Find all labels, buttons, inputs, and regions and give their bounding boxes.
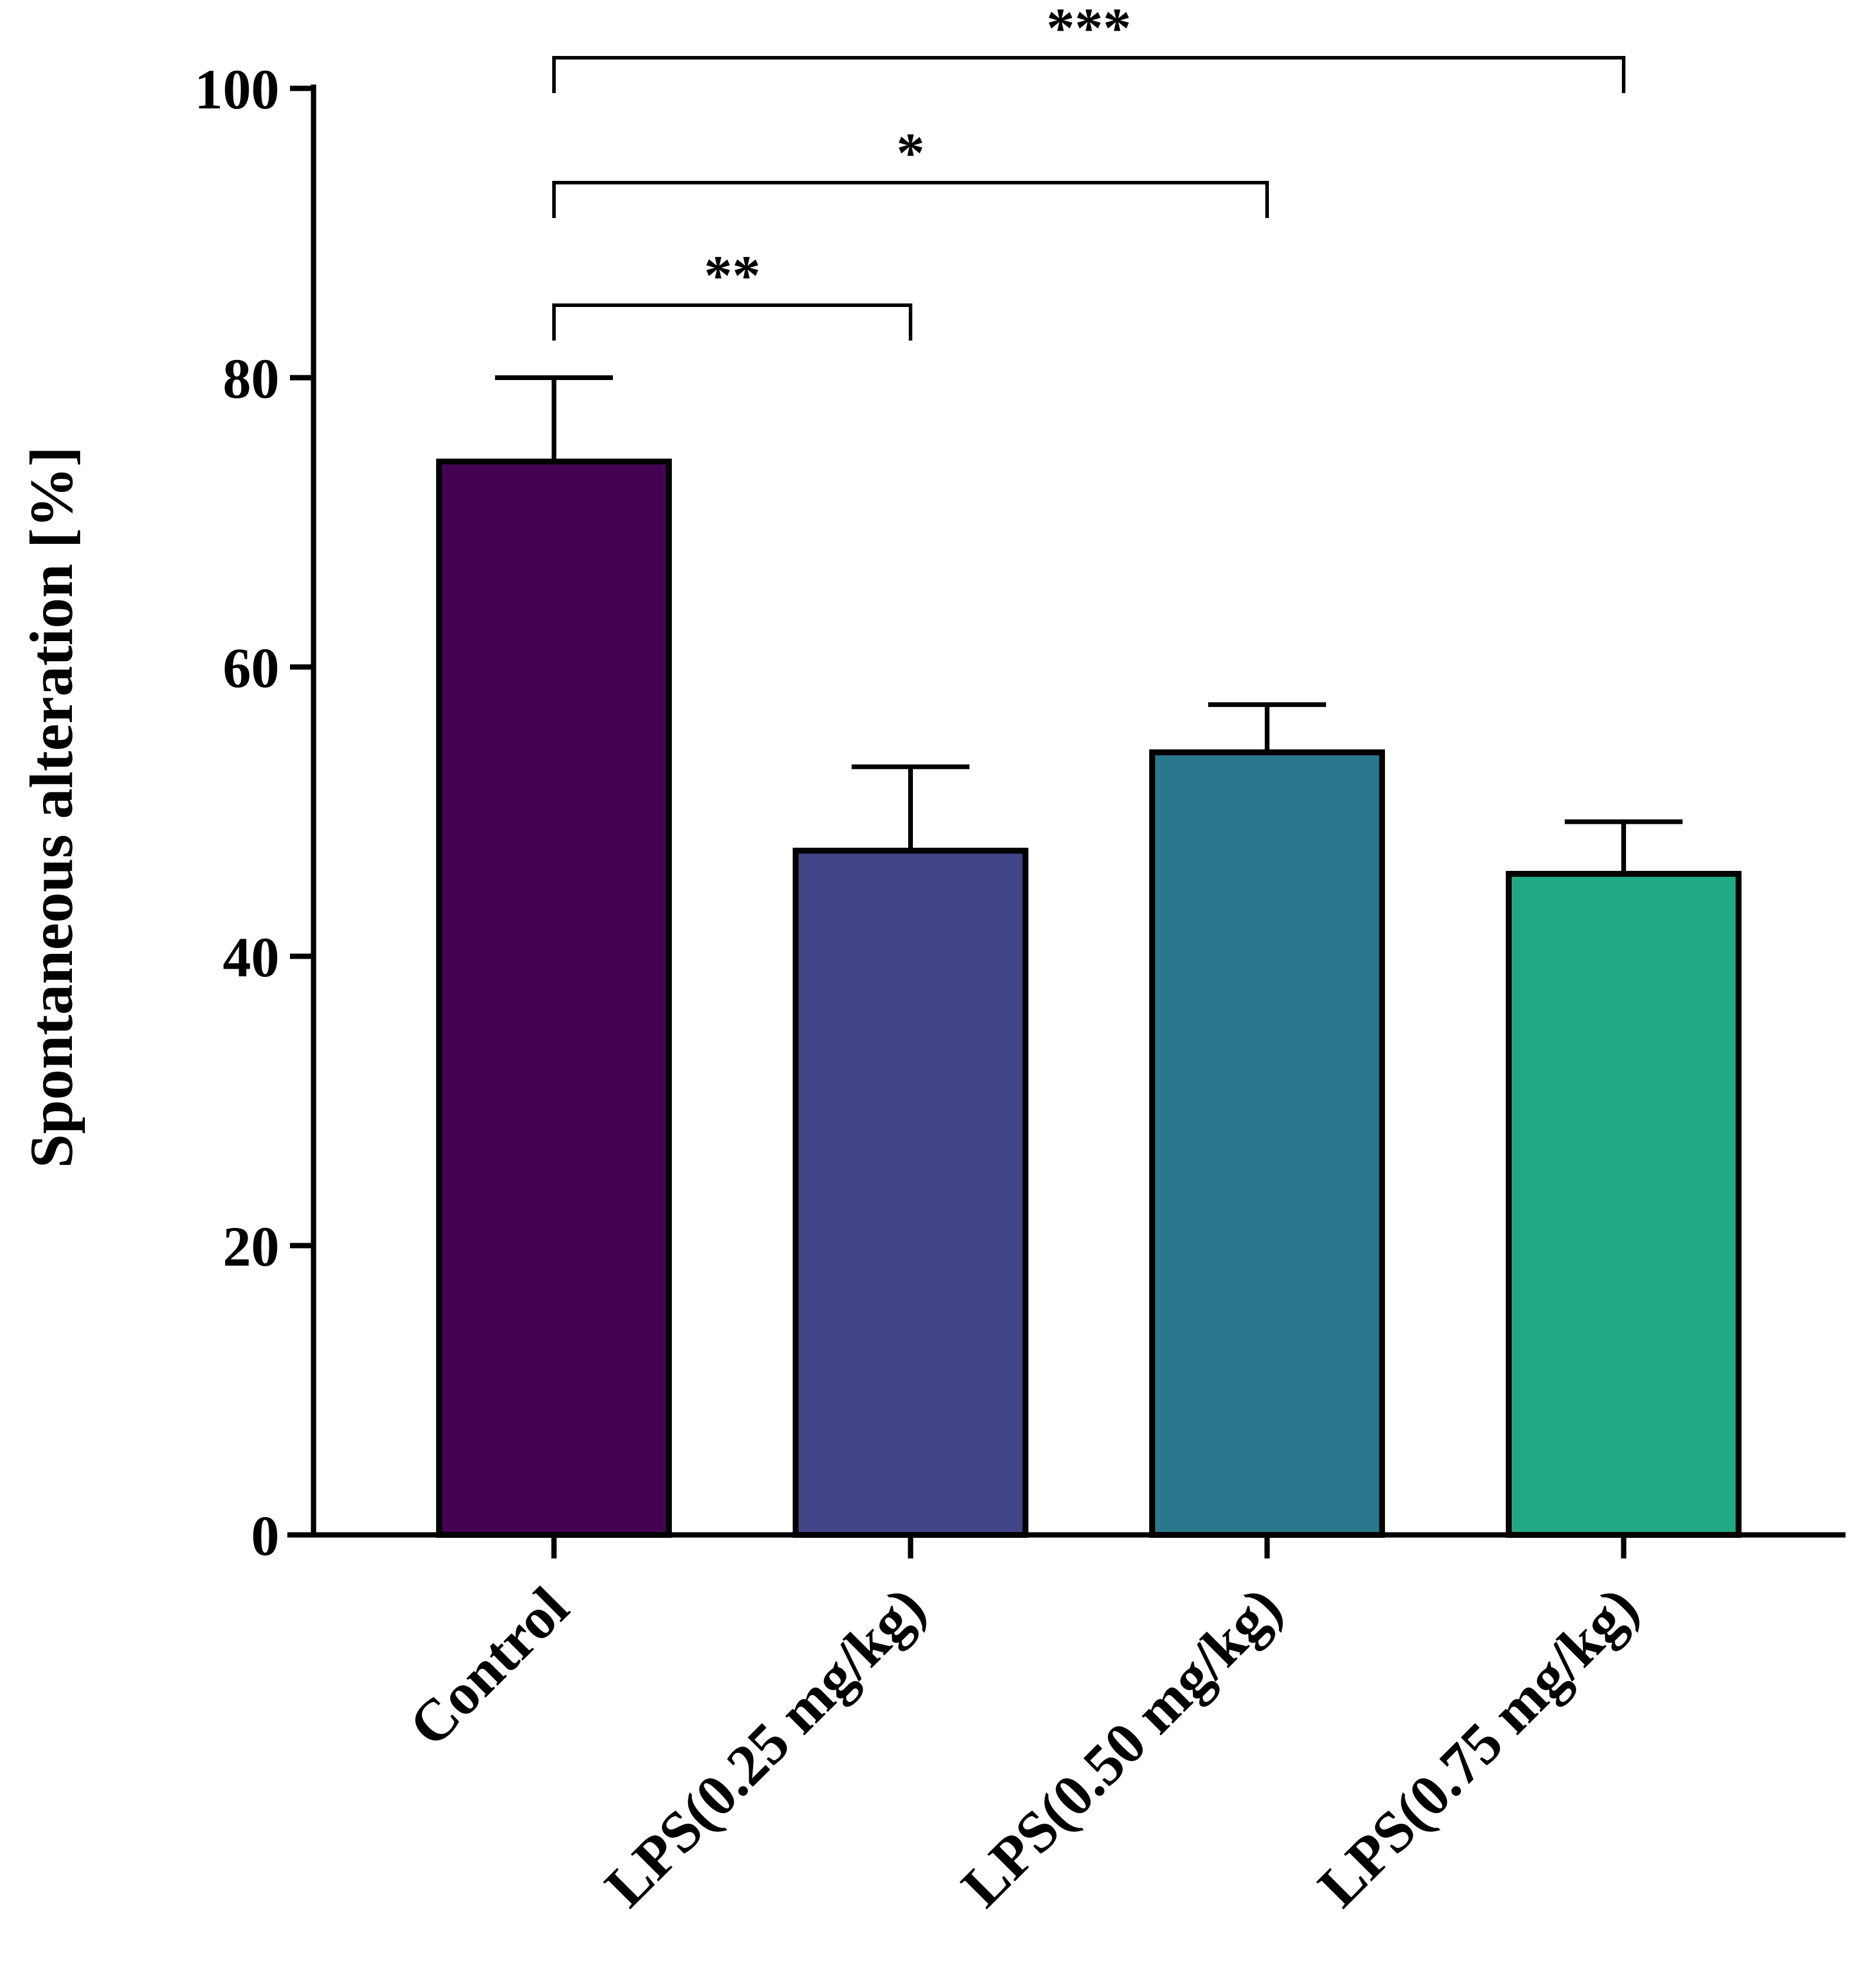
x-tick-label: LPS(0.25 mg/kg) [592,1574,937,1919]
bar [793,847,1028,1538]
significance-bracket [552,303,912,341]
bars [436,458,1742,1538]
x-axis: Control LPS(0.25 mg/kg) LPS(0.50 mg/kg) LPS… [287,1532,1846,1919]
y-axis-title: Spontaneous alteration [%] [18,447,85,1168]
y-tick-label: 100 [194,58,279,121]
x-tick-label: LPS(0.50 mg/kg) [949,1574,1294,1919]
significance-brackets: ****** [552,0,1625,341]
significance-label: ** [704,244,761,307]
x-tick-label: Control [397,1574,581,1759]
y-tick-label: 0 [251,1504,279,1567]
y-axis: 0 20 40 60 80 100 [194,58,316,1567]
y-tick-label: 20 [223,1215,279,1278]
bar [1506,871,1742,1538]
y-tick-label: 80 [223,347,279,410]
bar [436,458,672,1538]
significance-bracket [552,56,1625,93]
y-tick-label: 60 [223,636,279,699]
significance-bracket [552,181,1269,218]
y-tick-label: 40 [223,926,279,989]
significance-label: *** [1047,0,1132,60]
significance-label: * [896,121,925,184]
bar [1149,749,1385,1538]
error-bars [495,375,1683,874]
x-tick-label: LPS(0.75 mg/kg) [1305,1574,1650,1919]
